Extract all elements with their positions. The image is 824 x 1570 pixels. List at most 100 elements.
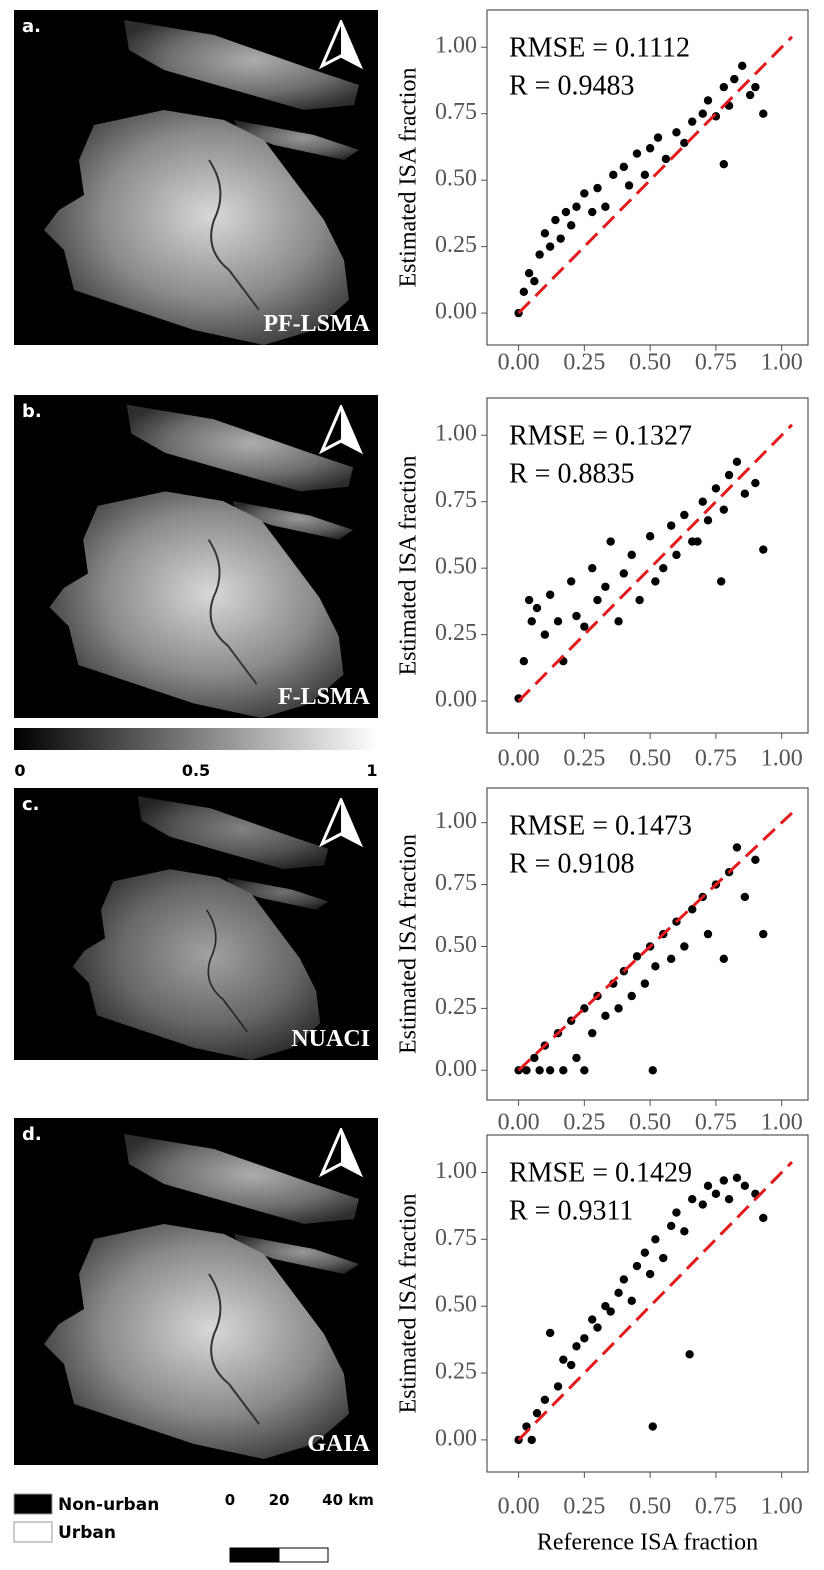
identity-line (517, 423, 794, 703)
point (666, 1221, 676, 1231)
map-name: GAIA (307, 1431, 370, 1457)
point (672, 1208, 681, 1217)
point (659, 1253, 668, 1263)
point (640, 1248, 650, 1257)
annotation: R = 0.9483 (509, 70, 634, 101)
point (738, 61, 747, 71)
point (759, 545, 768, 554)
x-tick-label: 0.50 (629, 350, 671, 376)
point (645, 1269, 655, 1279)
y-tick-label: 0.75 (435, 487, 477, 513)
point (640, 170, 650, 180)
point (559, 1066, 568, 1075)
x-tick-label: 1.00 (761, 1494, 803, 1520)
annotation: RMSE = 0.1327 (509, 420, 692, 451)
map-name: PF-LSMA (263, 311, 370, 337)
x-tick-label: 0.00 (498, 350, 540, 376)
point (619, 569, 629, 578)
point (645, 144, 655, 153)
x-tick-label: 1.00 (761, 746, 803, 772)
point (588, 563, 597, 573)
point (685, 1350, 694, 1359)
point (645, 532, 655, 541)
identity-line (517, 35, 794, 315)
point (540, 1395, 550, 1404)
point (540, 229, 550, 238)
point (759, 1213, 768, 1223)
y-tick-label: 0.00 (435, 1056, 477, 1082)
point (719, 82, 729, 92)
point (740, 892, 750, 902)
point (732, 1173, 742, 1182)
point (666, 954, 676, 964)
point (688, 905, 697, 914)
x-tick-label: 0.00 (498, 746, 540, 772)
point (759, 929, 768, 939)
y-tick-label: 0.75 (435, 870, 477, 896)
scale-label: 0 (225, 1491, 235, 1509)
x-tick-label: 0.50 (629, 1110, 671, 1136)
point (535, 250, 544, 259)
point (572, 202, 581, 211)
point (559, 1355, 568, 1364)
x-tick-label: 0.75 (695, 1494, 737, 1520)
point (532, 1408, 542, 1418)
colorbar-tick-label: 0 (14, 761, 25, 780)
y-tick-label: 0.50 (435, 554, 477, 580)
x-tick-label: 1.00 (761, 1110, 803, 1136)
point (672, 550, 681, 560)
point (551, 215, 560, 225)
x-tick-label: 0.25 (563, 1494, 605, 1520)
y-axis-label: Estimated ISA fraction (396, 68, 422, 288)
scatter-chart: 0.00 0.25 0.50 0.75 1.00 0.00 0.25 0.50 0.75 1.00… (396, 1134, 809, 1556)
colorbar (14, 728, 378, 750)
point (522, 1066, 531, 1075)
scatter-chart: 0.00 0.25 0.50 0.75 1.00 0.00 0.25 0.50 0.75 1.00… (396, 787, 809, 1136)
x-tick-label: 0.00 (498, 1494, 540, 1520)
panel-label: c. (22, 794, 40, 815)
annotation: RMSE = 0.1112 (509, 32, 690, 63)
point (614, 1288, 623, 1298)
point (680, 138, 689, 148)
point (519, 287, 529, 297)
point (519, 657, 529, 666)
point (659, 563, 668, 573)
point (640, 979, 650, 988)
point (711, 484, 721, 493)
point (527, 617, 536, 626)
point (698, 497, 707, 506)
point (524, 269, 534, 278)
point (627, 1296, 636, 1306)
identity-line (517, 811, 793, 1072)
point (601, 1011, 610, 1021)
x-tick-label: 0.75 (695, 350, 737, 376)
point (566, 577, 576, 586)
point (614, 1004, 623, 1013)
point (572, 1053, 581, 1063)
annotation: R = 0.8835 (509, 458, 634, 489)
y-axis-label: Estimated ISA fraction (396, 834, 422, 1054)
point (740, 489, 750, 498)
point (580, 189, 589, 198)
map-panels: a. PF-LSMA b. F-LSMA c. NUACI d. GAIA (14, 10, 378, 1465)
point (711, 1189, 721, 1199)
legend-label: Urban (58, 1523, 116, 1543)
point (703, 516, 713, 525)
point (648, 1422, 657, 1431)
point (680, 942, 689, 951)
annotation: R = 0.9311 (509, 1195, 633, 1226)
point (745, 90, 755, 100)
point (730, 74, 739, 84)
point (680, 510, 689, 520)
point (740, 1181, 750, 1191)
point (606, 537, 615, 546)
point (572, 611, 581, 621)
y-tick-label: 0.75 (435, 99, 477, 125)
point (724, 1194, 734, 1204)
annotation: RMSE = 0.1429 (509, 1157, 692, 1188)
y-tick-label: 0.25 (435, 232, 477, 258)
x-axis-label: Reference ISA fraction (537, 1530, 758, 1556)
point (588, 1315, 597, 1324)
point (601, 582, 610, 591)
